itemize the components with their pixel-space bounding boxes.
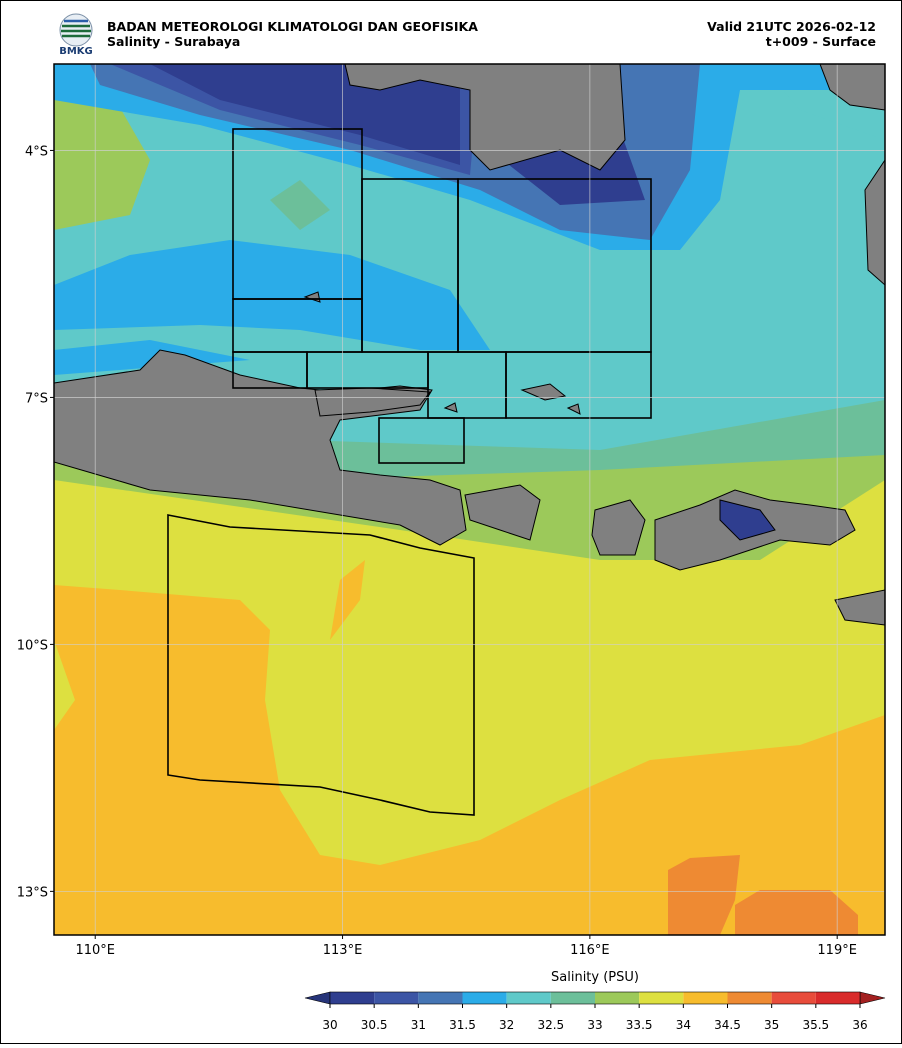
colorbar-tick-label: 31.5	[449, 1018, 476, 1032]
x-tick-label: 116°E	[570, 943, 610, 958]
colorbar-tick-label: 32.5	[537, 1018, 564, 1032]
x-tick-label: 110°E	[75, 943, 115, 958]
colorbar-tick-label: 30	[322, 1018, 337, 1032]
x-tick-label: 119°E	[817, 943, 857, 958]
colorbar-segment	[595, 992, 640, 1004]
colorbar-segment	[374, 992, 419, 1004]
forecast-step: t+009 - Surface	[766, 34, 876, 49]
colorbar-segment	[418, 992, 463, 1004]
colorbar-segment	[639, 992, 684, 1004]
y-tick-label: 10°S	[17, 638, 48, 653]
logo: BMKG	[59, 13, 93, 57]
colorbar: 30 30.5 31 31.5 32 32.5 33 33.5 34 34.5 35 35.5 36	[304, 991, 886, 1032]
colorbar-tick-label: 36	[852, 1018, 867, 1032]
colorbar-segment	[727, 992, 772, 1004]
valid-time: Valid 21UTC 2026-02-12	[707, 19, 876, 34]
colorbar-segment	[506, 992, 551, 1004]
colorbar-tick-label: 34.5	[714, 1018, 741, 1032]
x-tick-label: 113°E	[323, 943, 363, 958]
grid: 110°E 113°E 116°E 119°E 4°S 7°S 10°S 13°S	[17, 64, 885, 958]
colorbar-tick-label: 31	[411, 1018, 426, 1032]
forecast-areas	[167, 128, 652, 816]
subtitle: Salinity - Surabaya	[107, 34, 240, 49]
y-tick-label: 4°S	[25, 144, 48, 159]
colorbar-segment	[550, 992, 595, 1004]
title: BADAN METEOROLOGI KLIMATOLOGI DAN GEOFIS…	[107, 19, 478, 34]
colorbar-label: Salinity (PSU)	[551, 970, 639, 985]
y-tick-label: 7°S	[25, 391, 48, 406]
y-tick-label: 13°S	[17, 885, 48, 900]
colorbar-segment	[683, 992, 728, 1004]
colorbar-tick-label: 32	[499, 1018, 514, 1032]
colorbar-segment	[330, 992, 375, 1004]
colorbar-tick-label: 33	[587, 1018, 602, 1032]
land	[54, 64, 885, 626]
map-field	[54, 64, 885, 935]
map-border	[53, 63, 886, 936]
colorbar-segment	[815, 992, 860, 1004]
colorbar-segment	[462, 992, 507, 1004]
colorbar-tick-label: 35.5	[802, 1018, 829, 1032]
colorbar-tick-label: 35	[764, 1018, 779, 1032]
logo-text: BMKG	[59, 46, 93, 57]
colorbar-segment	[771, 992, 816, 1004]
colorbar-tick-label: 33.5	[626, 1018, 653, 1032]
colorbar-tick-label: 30.5	[361, 1018, 388, 1032]
colorbar-tick-label: 34	[676, 1018, 691, 1032]
